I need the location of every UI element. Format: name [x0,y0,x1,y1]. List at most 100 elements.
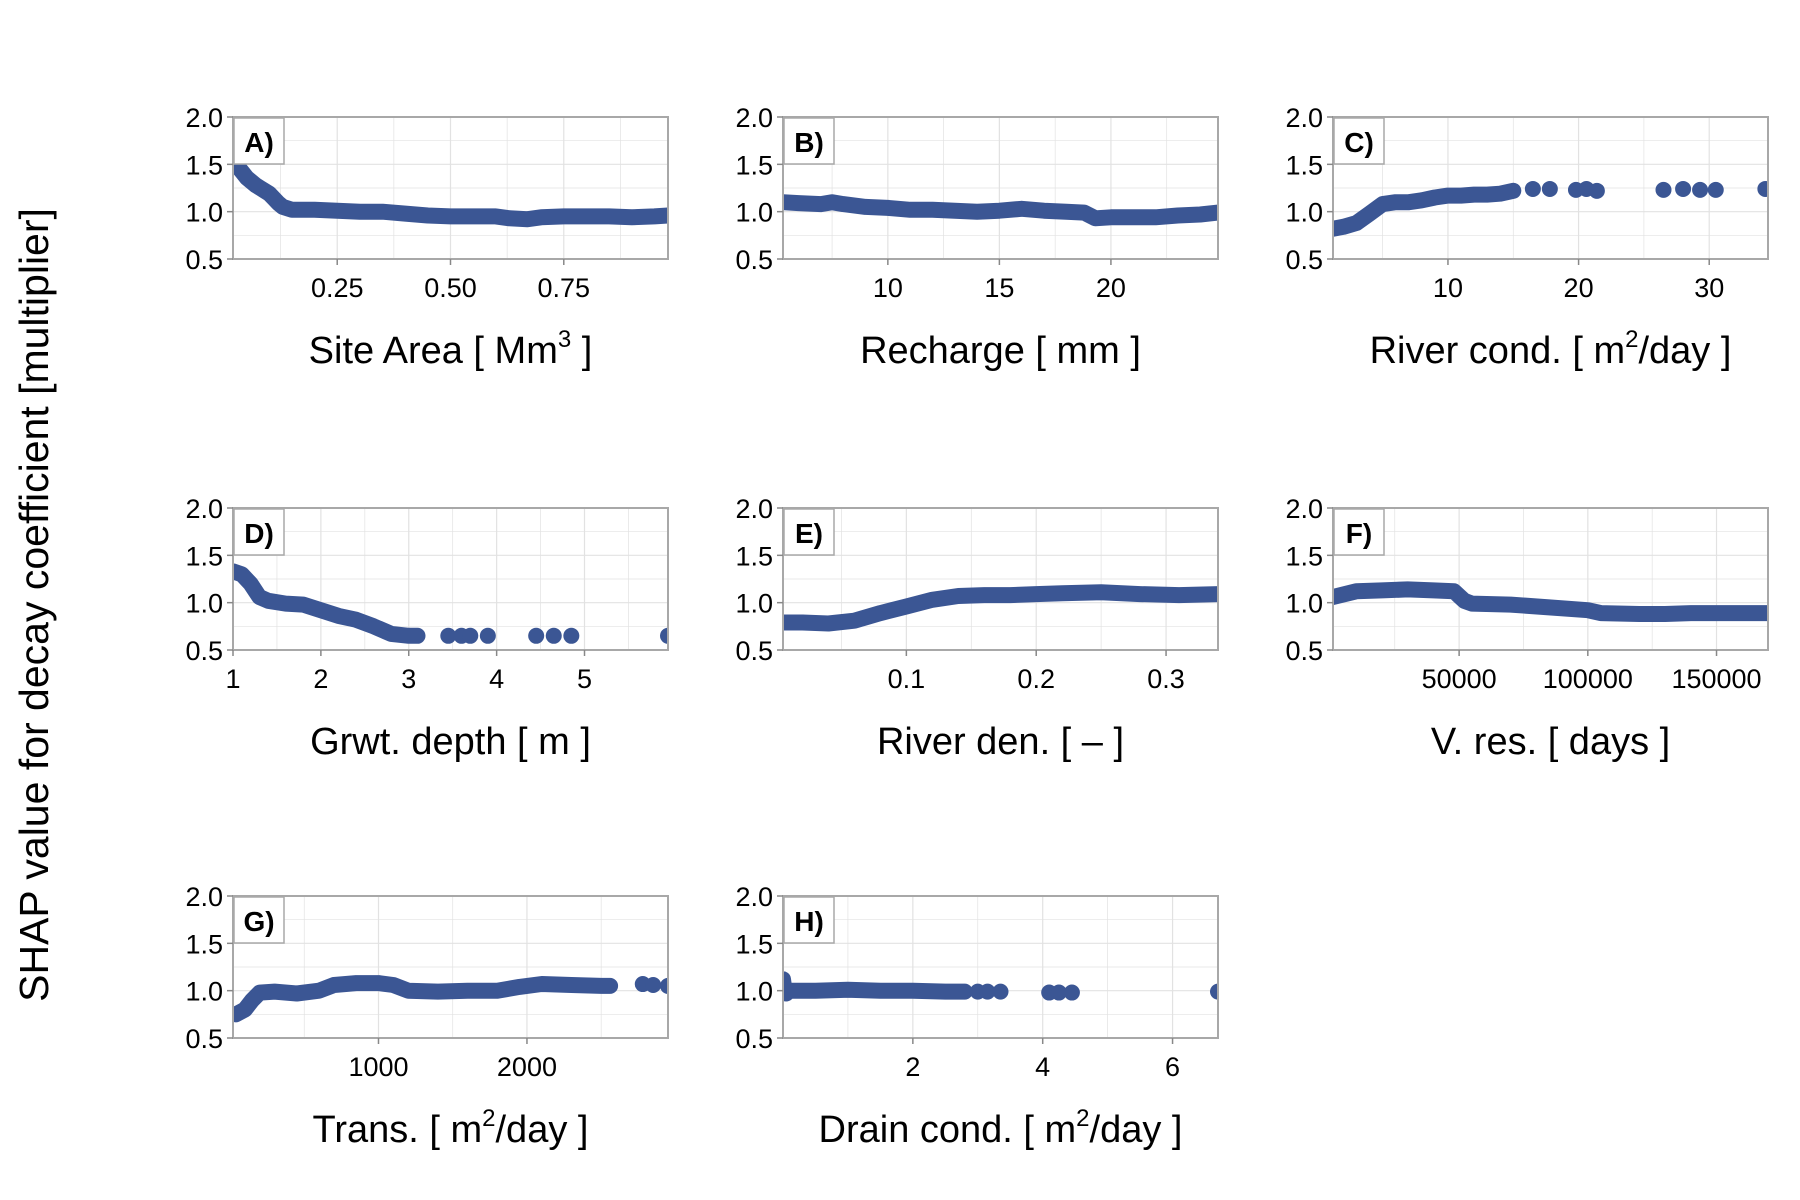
y-tick-label: 1.5 [185,929,223,959]
x-tick-label: 20 [1096,273,1126,303]
x-axis-title: Trans. [ m2/day ] [313,1105,589,1151]
x-axis-title-sup: 2 [1076,1105,1089,1132]
x-tick-label: 6 [1165,1052,1180,1082]
panel-mask-right [668,876,688,1058]
y-tick-label: 0.5 [735,1024,773,1054]
panel-border [782,895,1219,1039]
data-curve-7 [775,971,973,1002]
x-tick-label: 3 [401,664,416,694]
data-curve-4 [775,584,1226,632]
x-axis-title-main: Drain cond. [ m [819,1109,1077,1151]
x-tick-label: 150000 [1671,664,1761,694]
y-tick-label: 1.5 [735,541,773,571]
x-tick-label: 20 [1564,273,1594,303]
data-curve-2 [1325,182,1522,237]
panel-3: D) 0.5 1.0 1.5 2.0 1 2 3 4 5 Grwt. depth [ m ] [185,488,688,763]
x-tick-label: 5 [577,664,592,694]
panel-mask-right [1218,488,1238,670]
data-point-7-4 [1050,984,1067,1001]
y-tick-label: 1.0 [185,977,223,1007]
x-axis-title: River cond. [ m2/day ] [1370,326,1732,372]
y-tick-label: 1.5 [185,150,223,180]
data-point-2-6 [1675,180,1692,197]
y-tick-label: 1.0 [1285,198,1323,228]
x-axis-title-main: Site Area [ Mm [309,330,558,372]
panel-6: G) 0.5 1.0 1.5 2.0 1000 2000 Trans. [ m2/day ] [185,876,688,1151]
panel-0: A) 0.5 1.0 1.5 2.0 0.25 0.50 0.75 Site Area [ Mm… [185,97,688,372]
x-axis-title-tail: /day ] [496,1109,589,1151]
x-axis-title-main: Trans. [ m [313,1109,483,1151]
x-axis-title-main: V. res. [ days ] [1431,721,1670,763]
y-tick-label: 1.0 [735,977,773,1007]
x-axis-title-tail: /day ] [1638,330,1731,372]
data-curve-5 [1325,581,1776,622]
panel-mask-left [1313,97,1333,279]
panel-label-box [1333,117,1385,165]
data-point-7-5 [1063,984,1080,1001]
x-tick-label: 2 [905,1052,920,1082]
x-axis-title-main: Recharge [ mm ] [860,330,1141,372]
panel-label-box [1333,508,1385,556]
y-tick-label: 2.0 [185,882,223,912]
x-axis-title-main: Grwt. depth [ m ] [310,721,591,763]
y-tick-label: 2.0 [185,103,223,133]
y-tick-label: 2.0 [1285,103,1323,133]
panel-border [232,507,669,651]
x-axis-title-tail: /day ] [1090,1109,1183,1151]
data-point-3-4 [528,627,545,644]
panel-label-box [233,117,285,165]
data-point-2-1 [1541,180,1558,197]
data-curve-1 [775,194,1226,227]
x-axis-title: V. res. [ days ] [1431,721,1670,763]
panel-label-box [783,117,835,165]
data-point-3-5 [545,627,562,644]
data-point-7-1 [979,983,996,1000]
x-tick-label: 0.50 [424,273,477,303]
y-tick-label: 1.5 [735,150,773,180]
x-axis-title: Drain cond. [ m2/day ] [819,1105,1183,1151]
y-tick-label: 2.0 [185,494,223,524]
y-tick-label: 0.5 [1285,245,1323,275]
data-curve-6 [228,975,619,1023]
y-tick-label: 0.5 [185,245,223,275]
data-point-3-0 [440,627,457,644]
x-tick-label: 10 [1433,273,1463,303]
y-tick-label: 1.5 [1285,150,1323,180]
panel-border [782,507,1219,651]
x-tick-label: 4 [489,664,504,694]
panel-label-box [233,896,285,944]
x-axis-title-sup: 3 [558,326,571,353]
y-tick-label: 1.5 [735,929,773,959]
y-tick-label: 0.5 [735,245,773,275]
panel-border [1332,507,1769,651]
y-tick-label: 2.0 [735,494,773,524]
data-curve-0 [229,158,676,228]
x-tick-label: 2 [313,664,328,694]
panel-mask-right [1218,97,1238,279]
panel-mask-right [668,488,688,670]
y-tick-label: 1.0 [735,589,773,619]
x-tick-label: 1000 [348,1052,408,1082]
x-tick-label: 100000 [1543,664,1633,694]
panel-mask-right [1218,876,1238,1058]
y-tick-label: 1.0 [735,198,773,228]
panel-label-box [783,508,835,556]
data-point-2-8 [1707,181,1724,198]
panel-mask-left [1313,488,1333,670]
x-tick-label: 0.75 [538,273,591,303]
y-tick-label: 1.5 [1285,541,1323,571]
data-point-3-2 [462,627,479,644]
data-point-3-6 [563,627,580,644]
panel-label: A) [244,127,274,158]
x-axis-title: Recharge [ mm ] [860,330,1141,372]
x-tick-label: 1 [225,664,240,694]
x-tick-label: 0.3 [1147,664,1185,694]
x-axis-title-main: River cond. [ m [1370,330,1626,372]
y-tick-label: 1.5 [185,541,223,571]
y-tick-label: 2.0 [1285,494,1323,524]
panel-mask-right [668,97,688,279]
